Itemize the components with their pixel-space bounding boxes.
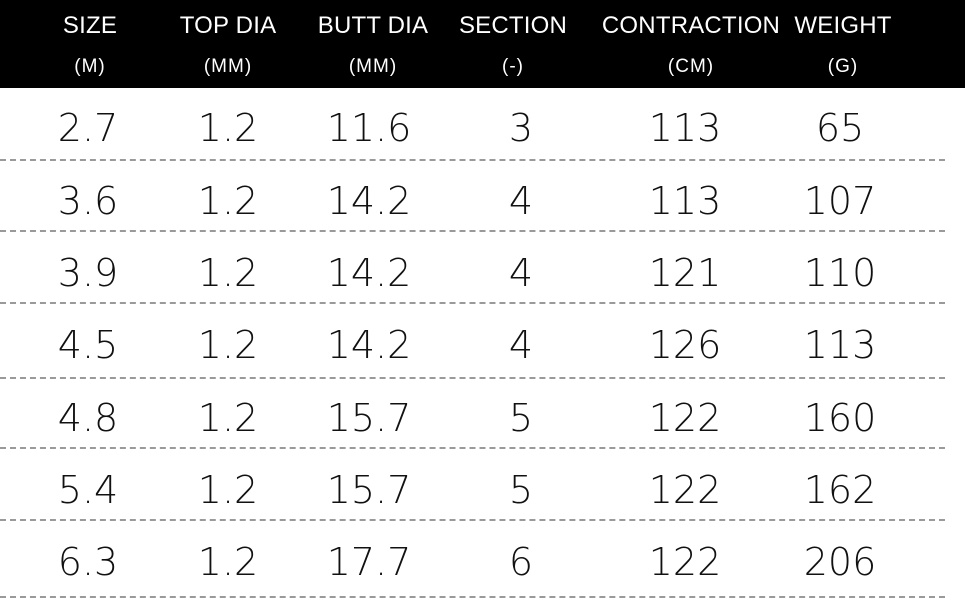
cell-section: 5	[508, 396, 534, 440]
cell-weight: 206	[803, 540, 877, 584]
cell-section: 3	[508, 106, 534, 150]
cell-butt-dia: 15.7	[326, 468, 412, 512]
table-row: 2.7 1.2 11.6 3 113 65	[0, 92, 965, 164]
cell-contraction: 122	[648, 540, 722, 584]
cell-contraction: 126	[648, 323, 722, 367]
header-weight-unit: (G)	[827, 56, 859, 77]
table-row: 4.5 1.2 14.2 4 126 113	[0, 309, 965, 381]
header-section-unit: (-)	[502, 56, 524, 77]
header-size: SIZE (M)	[30, 0, 150, 88]
header-top-dia-name: TOP DIA	[179, 12, 277, 39]
row-divider	[0, 230, 945, 232]
cell-contraction: 121	[648, 251, 722, 295]
table-header: SIZE (M) TOP DIA (MM) BUTT DIA (MM) SECT…	[0, 0, 965, 88]
cell-top-dia: 1.2	[197, 251, 259, 295]
table-row: 5.4 1.2 15.7 5 122 162	[0, 454, 965, 526]
header-top-dia: TOP DIA (MM)	[158, 0, 298, 88]
row-divider	[0, 447, 945, 449]
table-row: 6.3 1.2 17.7 6 122 206	[0, 526, 965, 598]
cell-size: 5.4	[57, 468, 119, 512]
row-divider	[0, 596, 945, 598]
header-weight-name: WEIGHT	[794, 12, 892, 39]
cell-butt-dia: 14.2	[326, 251, 412, 295]
cell-size: 3.6	[57, 179, 119, 223]
header-butt-dia-unit: (MM)	[348, 56, 398, 77]
cell-top-dia: 1.2	[197, 540, 259, 584]
cell-contraction: 113	[648, 106, 722, 150]
header-section: SECTION (-)	[443, 0, 583, 88]
cell-section: 4	[508, 179, 534, 223]
table-row: 3.9 1.2 14.2 4 121 110	[0, 237, 965, 309]
cell-weight: 113	[803, 323, 877, 367]
cell-section: 4	[508, 323, 534, 367]
row-divider	[0, 159, 945, 161]
cell-size: 6.3	[57, 540, 119, 584]
header-contraction-name: CONTRACTION	[601, 12, 781, 39]
cell-top-dia: 1.2	[197, 106, 259, 150]
cell-size: 3.9	[57, 251, 119, 295]
header-section-name: SECTION	[458, 12, 568, 39]
cell-butt-dia: 17.7	[326, 540, 412, 584]
cell-weight: 160	[803, 396, 877, 440]
cell-weight: 110	[803, 251, 877, 295]
cell-butt-dia: 11.6	[326, 106, 412, 150]
cell-size: 4.8	[57, 396, 119, 440]
cell-top-dia: 1.2	[197, 396, 259, 440]
cell-top-dia: 1.2	[197, 179, 259, 223]
row-divider	[0, 519, 945, 521]
cell-butt-dia: 15.7	[326, 396, 412, 440]
header-top-dia-unit: (MM)	[203, 56, 253, 77]
cell-top-dia: 1.2	[197, 468, 259, 512]
cell-section: 4	[508, 251, 534, 295]
header-size-name: SIZE	[62, 12, 118, 39]
cell-weight: 107	[803, 179, 877, 223]
header-butt-dia: BUTT DIA (MM)	[303, 0, 443, 88]
cell-weight: 162	[803, 468, 877, 512]
cell-section: 5	[508, 468, 534, 512]
cell-butt-dia: 14.2	[326, 323, 412, 367]
cell-section: 6	[508, 540, 534, 584]
row-divider	[0, 377, 945, 379]
cell-contraction: 122	[648, 468, 722, 512]
cell-weight: 65	[815, 106, 865, 150]
cell-contraction: 113	[648, 179, 722, 223]
row-divider	[0, 302, 945, 304]
cell-size: 4.5	[57, 323, 119, 367]
header-weight: WEIGHT (G)	[783, 0, 903, 88]
header-butt-dia-name: BUTT DIA	[317, 12, 429, 39]
cell-size: 2.7	[57, 106, 119, 150]
cell-butt-dia: 14.2	[326, 179, 412, 223]
table-row: 3.6 1.2 14.2 4 113 107	[0, 165, 965, 237]
header-contraction-unit: (CM)	[667, 56, 715, 77]
table-row: 4.8 1.2 15.7 5 122 160	[0, 382, 965, 454]
cell-top-dia: 1.2	[197, 323, 259, 367]
header-size-unit: (M)	[74, 56, 106, 77]
cell-contraction: 122	[648, 396, 722, 440]
header-contraction: CONTRACTION (CM)	[596, 0, 786, 88]
